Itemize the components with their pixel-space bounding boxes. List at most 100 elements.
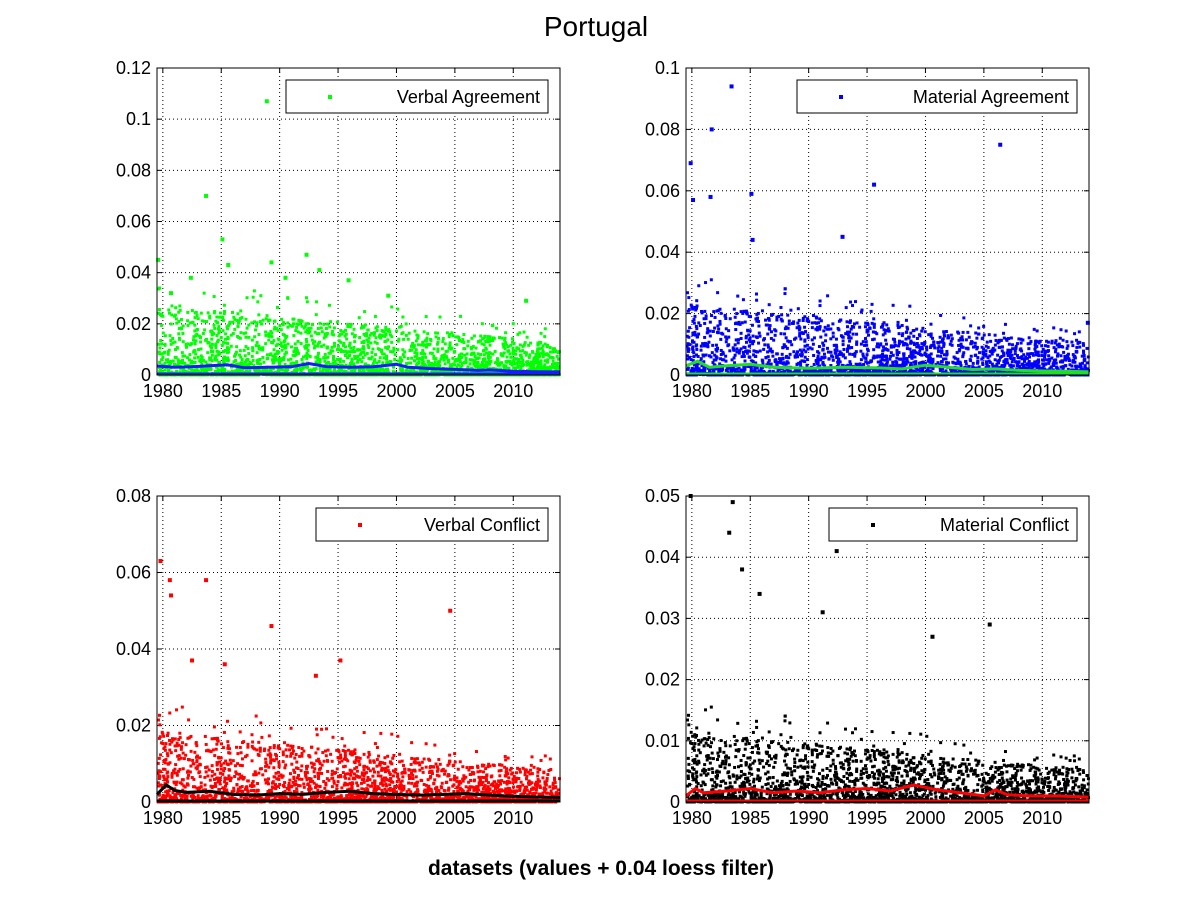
scatter-point xyxy=(739,347,743,351)
scatter-point xyxy=(419,343,423,347)
scatter-point xyxy=(794,336,798,340)
scatter-point xyxy=(217,331,221,335)
scatter-point xyxy=(854,362,858,366)
scatter-point xyxy=(173,340,177,344)
scatter-point xyxy=(484,360,488,364)
scatter-point xyxy=(1050,339,1054,343)
scatter-point xyxy=(747,344,751,348)
scatter-point xyxy=(378,333,382,337)
scatter-point xyxy=(746,328,750,332)
scatter-point xyxy=(980,345,984,349)
scatter-point xyxy=(202,368,206,372)
scatter-point xyxy=(700,309,704,313)
scatter-point xyxy=(889,345,893,349)
scatter-point xyxy=(424,364,428,368)
scatter-point xyxy=(913,355,917,359)
scatter-point xyxy=(422,330,426,334)
y-tick-label: 0 xyxy=(141,365,151,385)
scatter-point xyxy=(883,363,887,367)
scatter-point xyxy=(234,350,238,354)
scatter-point xyxy=(999,338,1003,342)
scatter-point xyxy=(339,363,343,367)
scatter-point xyxy=(529,368,533,372)
scatter-point xyxy=(384,367,388,371)
scatter-point xyxy=(391,350,395,354)
scatter-point xyxy=(370,370,374,374)
scatter-point xyxy=(781,346,785,350)
scatter-point xyxy=(199,347,203,351)
scatter-point xyxy=(902,352,906,356)
scatter-point xyxy=(711,343,715,347)
scatter-point xyxy=(169,342,173,346)
scatter-point xyxy=(212,332,216,336)
scatter-point xyxy=(504,341,508,345)
scatter-point xyxy=(363,310,367,314)
scatter-point xyxy=(227,350,231,354)
scatter-point xyxy=(1038,339,1042,343)
scatter-point xyxy=(488,355,492,359)
scatter-point xyxy=(491,366,495,370)
scatter-point xyxy=(289,362,293,366)
scatter-point xyxy=(223,341,227,345)
scatter-point xyxy=(1044,344,1048,348)
scatter-point xyxy=(279,328,283,332)
scatter-point xyxy=(194,328,198,332)
scatter-point xyxy=(966,330,970,334)
scatter-point xyxy=(786,339,790,343)
scatter-point xyxy=(1023,370,1027,374)
scatter-point xyxy=(1085,361,1089,365)
scatter-point xyxy=(744,340,748,344)
scatter-point xyxy=(718,322,722,326)
scatter-point xyxy=(413,329,417,333)
scatter-point xyxy=(846,363,850,367)
scatter-point xyxy=(875,332,879,336)
scatter-point xyxy=(437,336,441,340)
scatter-point xyxy=(273,355,277,359)
scatter-point xyxy=(476,360,480,364)
scatter-point xyxy=(407,361,411,365)
scatter-point xyxy=(373,358,377,362)
scatter-point xyxy=(328,363,332,367)
scatter-point xyxy=(198,359,202,363)
scatter-point xyxy=(316,344,320,348)
scatter-point xyxy=(697,367,701,371)
scatter-point xyxy=(319,370,323,374)
scatter-point xyxy=(795,326,799,330)
scatter-point xyxy=(543,342,547,346)
scatter-point xyxy=(367,336,371,340)
scatter-point xyxy=(686,309,690,313)
scatter-point xyxy=(768,324,772,328)
y-tick-label: 0.06 xyxy=(645,181,680,201)
scatter-point xyxy=(1056,352,1060,356)
scatter-point xyxy=(382,352,386,356)
scatter-point xyxy=(1061,360,1065,364)
scatter-point xyxy=(297,318,301,322)
scatter-point xyxy=(891,364,895,368)
scatter-point xyxy=(324,356,328,360)
scatter-point xyxy=(356,348,360,352)
scatter-point xyxy=(703,368,707,372)
scatter-point xyxy=(316,354,320,358)
scatter-outlier xyxy=(346,278,351,283)
scatter-point xyxy=(328,367,332,371)
scatter-point xyxy=(1063,354,1067,358)
scatter-point xyxy=(451,362,455,366)
scatter-point xyxy=(380,348,384,352)
scatter-point xyxy=(757,331,761,335)
scatter-point xyxy=(1066,367,1070,371)
scatter-point xyxy=(947,361,951,365)
scatter-point xyxy=(917,333,921,337)
scatter-point xyxy=(1054,339,1058,343)
scatter-point xyxy=(798,332,802,336)
scatter-point xyxy=(216,370,220,374)
scatter-point xyxy=(1042,358,1046,362)
scatter-point xyxy=(325,331,329,335)
scatter-point xyxy=(515,361,519,365)
scatter-point xyxy=(703,335,707,339)
scatter-point xyxy=(905,357,909,361)
scatter-point xyxy=(471,344,475,348)
scatter-point xyxy=(880,362,884,366)
scatter-point xyxy=(864,360,868,364)
scatter-point xyxy=(473,360,477,364)
scatter-point xyxy=(163,361,167,365)
